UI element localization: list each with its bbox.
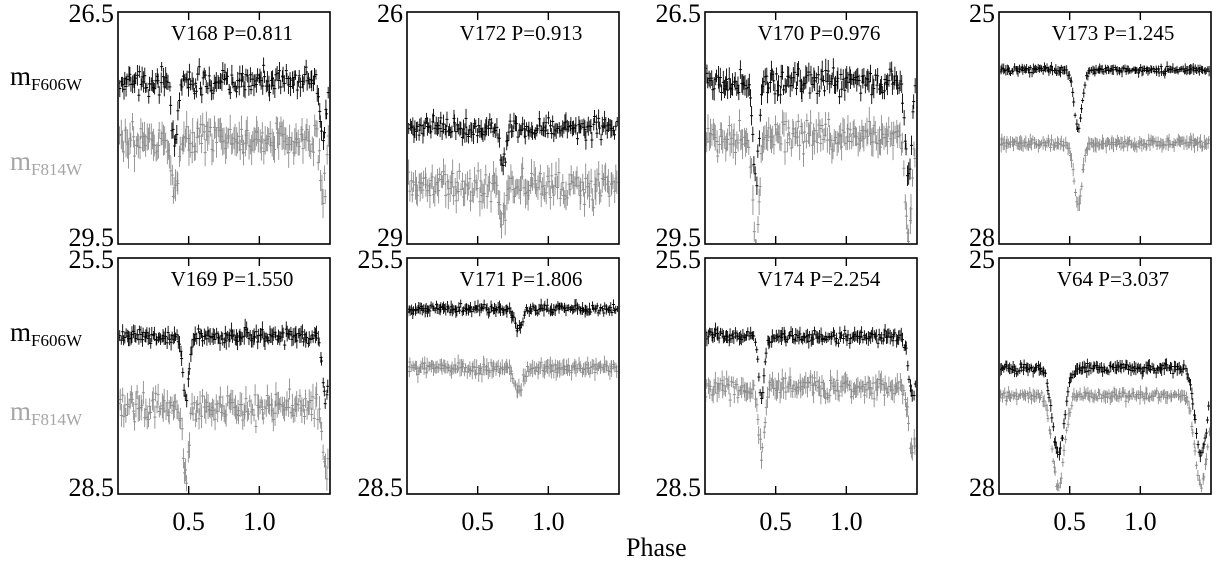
y-tick-label-bottom: 28 [969, 473, 995, 502]
panel-title: V171 P=1.806 [460, 267, 583, 291]
panel-title: V174 P=2.254 [758, 267, 881, 291]
data-points [119, 57, 329, 219]
panel-frame [998, 11, 1212, 245]
series-mf814w [408, 354, 618, 399]
y-tick-label-bottom: 29.5 [656, 223, 702, 252]
series-mf814w [706, 367, 916, 469]
y-tick-label-top: 25.5 [358, 245, 404, 274]
y-tick-label-top: 26 [377, 0, 403, 28]
series-mf606w [706, 58, 916, 195]
series-mf606w [408, 298, 618, 338]
panel-frame [117, 11, 331, 245]
x-tick-label: 1.0 [830, 507, 863, 536]
data-points [408, 108, 618, 239]
series-mf814w [1000, 132, 1210, 212]
y-tick-label-bottom: 28 [969, 223, 995, 252]
y-tick-label-top: 25.5 [69, 245, 115, 274]
x-tick-label: 0.5 [1053, 507, 1086, 536]
data-points [706, 322, 916, 469]
panel-v173: 25 28 V173 P=1.245 [969, 0, 1212, 252]
panel-frame [406, 11, 620, 245]
x-tick-label: 0.5 [461, 507, 494, 536]
y-tick-label-top: 25 [969, 245, 995, 274]
panel-title: V168 P=0.811 [171, 21, 293, 45]
y-tick-label-bottom: 29 [377, 223, 403, 252]
data-points [408, 298, 618, 399]
series-mf606w [1000, 358, 1210, 463]
y-tick-label-bottom: 28.5 [656, 473, 702, 502]
panel-v172: 26 29 V172 P=0.913 [377, 0, 620, 252]
panel-frame [117, 257, 331, 495]
panel-v170: 26.5 29.5 V170 P=0.976 [656, 0, 918, 252]
data-points [1000, 358, 1210, 493]
x-tick-label: 1.0 [1124, 507, 1157, 536]
y-tick-label-top: 25 [969, 0, 995, 28]
panel-frame [704, 11, 918, 245]
panel-v168: 26.5 29.5 V168 P=0.811 [69, 0, 331, 252]
x-tick-label: 0.5 [172, 507, 205, 536]
y-tick-label-bottom: 29.5 [69, 223, 115, 252]
y-tick-label-top: 26.5 [656, 0, 702, 28]
series-mf814w [119, 110, 329, 219]
x-tick-label: 0.5 [759, 507, 792, 536]
series-mf814w [408, 157, 618, 239]
y-tick-label-bottom: 28.5 [358, 473, 404, 502]
data-points [706, 58, 916, 243]
series-mf606w [1000, 61, 1210, 133]
panel-title: V64 P=3.037 [1057, 267, 1169, 291]
data-points [119, 318, 329, 492]
panel-v64: 0.5 1.0 25 28 V64 P=3.037 [969, 245, 1212, 536]
series-mf606w [706, 322, 916, 405]
panel-v171: 0.5 1.0 25.5 28.5 V171 P=1.806 [358, 245, 620, 536]
data-points [1000, 61, 1210, 212]
panel-v174: 0.5 1.0 25.5 28.5 V174 P=2.254 [656, 245, 918, 536]
x-tick-label: 1.0 [532, 507, 565, 536]
series-mf814w [706, 106, 916, 243]
panel-title: V172 P=0.913 [460, 21, 583, 45]
y-tick-label-top: 26.5 [69, 0, 115, 28]
panel-title: V173 P=1.245 [1052, 21, 1175, 45]
series-mf814w [119, 378, 329, 492]
y-tick-label-bottom: 28.5 [69, 473, 115, 502]
series-mf606w [119, 318, 329, 409]
y-tick-label-top: 25.5 [656, 245, 702, 274]
panel-frame [704, 257, 918, 495]
series-mf606w [119, 57, 329, 157]
panel-v169: 0.5 1.0 25.5 28.5 V169 P=1.550 [69, 245, 331, 536]
x-tick-label: 1.0 [243, 507, 276, 536]
series-mf606w [408, 108, 618, 176]
panel-title: V170 P=0.976 [758, 21, 881, 45]
panel-title: V169 P=1.550 [171, 267, 294, 291]
panel-frame [998, 257, 1212, 495]
panel-frame [406, 257, 620, 495]
